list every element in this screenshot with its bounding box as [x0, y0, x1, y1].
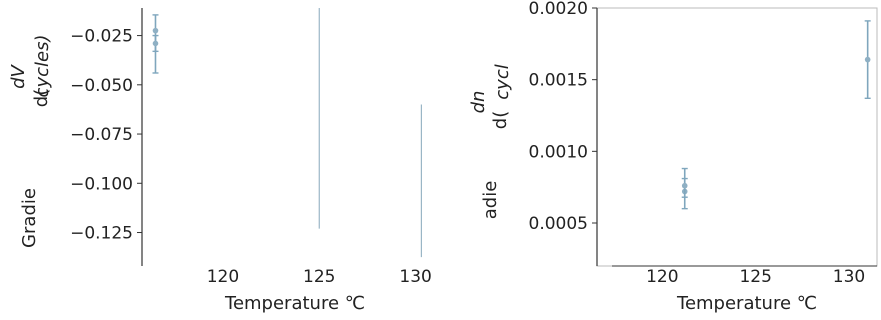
right-chart-y-axis-label: adie d( dn cycl — [468, 64, 513, 219]
left-chart-y-tick-label: −0.075 — [70, 125, 133, 145]
left-chart-x-tick-label: 125 — [303, 267, 335, 287]
left-chart-x-tick-label: 130 — [399, 267, 431, 287]
right-chart-y-label-part-4: cycl — [492, 64, 513, 99]
right-chart-y-tick-label: 0.0005 — [529, 214, 588, 234]
right-chart-data-point — [681, 177, 688, 198]
right-chart-y-tick-label: 0.0010 — [529, 142, 588, 162]
left-chart-y-axis-label: Gradie d( dV cycles) — [8, 35, 53, 248]
left-chart-data-point — [152, 34, 159, 53]
right-chart-y-label-part-3: dn — [468, 91, 489, 114]
left-chart-x-ticks: 120 125 130 — [207, 267, 432, 287]
right-chart-x-tick-label: 120 — [646, 267, 678, 287]
right-chart-x-tick-label: 125 — [739, 267, 771, 287]
right-chart-frame — [596, 7, 878, 267]
right-chart-points — [681, 20, 871, 210]
left-chart-y-label-part-3: dV — [8, 63, 29, 88]
left-chart-points — [152, 14, 159, 74]
right-chart-x-axis-label: Temperature ℃ — [676, 293, 817, 314]
left-chart-y-label-part-2: d( — [31, 89, 52, 107]
left-chart-y-tick-label: −0.050 — [70, 76, 133, 96]
left-chart-y-ticks: −0.025 −0.050 −0.075 −0.100 −0.125 — [70, 27, 142, 244]
right-chart-y-tick-label: 0.0020 — [529, 0, 588, 19]
right-chart-data-point — [864, 20, 871, 100]
right-chart-x-tick-label: 130 — [833, 267, 865, 287]
left-chart-x-axis-label: Temperature ℃ — [224, 293, 365, 314]
right-chart-marker — [864, 56, 871, 63]
left-chart-marker — [152, 40, 159, 47]
left-chart-y-tick-label: −0.100 — [70, 174, 133, 194]
left-chart-marker — [152, 27, 159, 34]
right-chart-marker — [681, 182, 688, 189]
right-chart-y-ticks: 0.0020 0.0015 0.0010 0.0005 — [529, 0, 597, 234]
left-chart-y-label-part-4: cycles) — [32, 35, 53, 98]
left-chart-vertical-lines — [318, 8, 422, 258]
left-chart-y-label-part-1: Gradie — [19, 188, 40, 248]
right-chart-y-label-part-2: d( — [490, 111, 511, 129]
right-chart: 0.0020 0.0015 0.0010 0.0005 120 125 130 Tempe… — [468, 0, 878, 314]
right-chart-y-tick-label: 0.0015 — [529, 71, 588, 91]
left-chart-x-tick-label: 120 — [207, 267, 239, 287]
left-chart-y-tick-label: −0.125 — [70, 224, 133, 244]
left-chart-y-tick-label: −0.025 — [70, 27, 133, 47]
right-chart-y-label-part-1: adie — [480, 181, 501, 220]
right-chart-x-ticks: 120 125 130 — [646, 267, 865, 287]
left-chart: −0.025 −0.050 −0.075 −0.100 −0.125 120 125 130… — [8, 8, 432, 314]
